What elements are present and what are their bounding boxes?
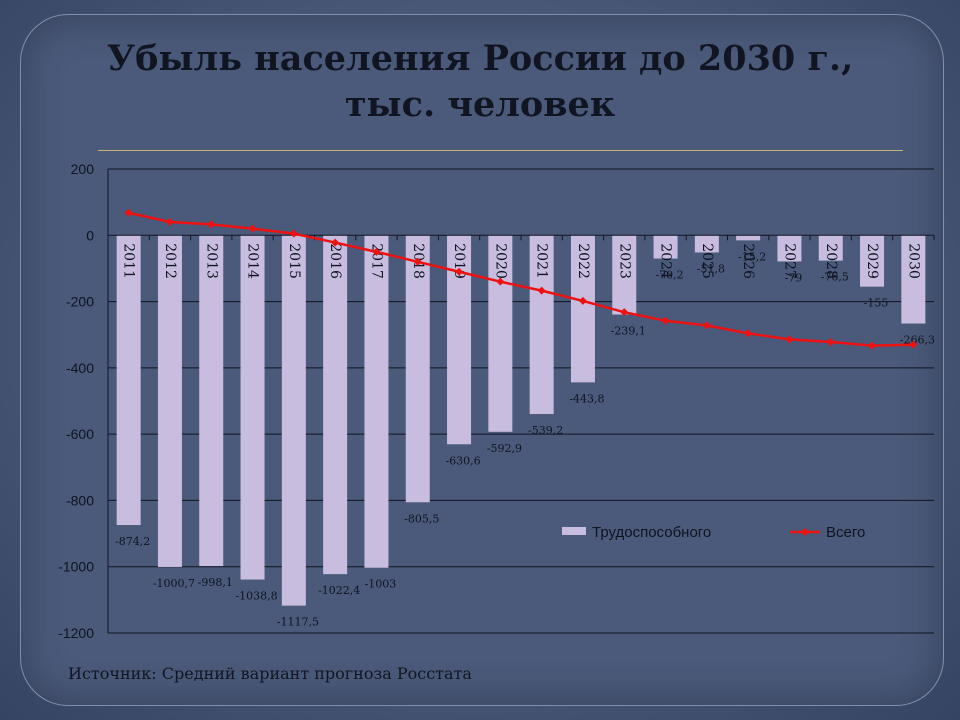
bar: [653, 235, 678, 259]
y-tick-label: -200: [66, 294, 94, 310]
line-point: [455, 267, 464, 276]
y-tick-label: -400: [66, 360, 94, 376]
bar: [612, 235, 637, 315]
bar: [364, 235, 389, 568]
bar: [860, 235, 885, 287]
bar: [281, 235, 306, 606]
data-label: -630,6: [445, 454, 480, 467]
x-tick-label: 2015: [286, 243, 302, 279]
data-label: -1022,4: [318, 584, 360, 597]
line-series-total: [128, 211, 914, 347]
line-point: [289, 229, 298, 238]
line-point: [496, 277, 505, 286]
line-point: [165, 218, 174, 227]
x-tick-label: 2024: [658, 243, 674, 279]
x-tick-label: 2013: [203, 243, 219, 279]
data-label: -266,3: [900, 334, 935, 347]
y-tick-label: -1000: [58, 559, 94, 575]
bar: [199, 235, 224, 567]
legend-marker-line: [801, 528, 809, 536]
line-point: [702, 321, 711, 330]
bar: [529, 235, 554, 414]
title-line-1: Убыль населения России до 2030 г.,: [106, 38, 854, 79]
bar: [116, 235, 141, 526]
line-point: [372, 247, 381, 256]
legend-label-bar: Трудоспособного: [592, 524, 711, 541]
x-tick-label: 2014: [245, 243, 261, 279]
y-tick-label: 0: [86, 227, 94, 243]
data-label: -443,8: [569, 392, 604, 405]
line-point: [248, 224, 257, 233]
line-point: [785, 335, 794, 344]
chart-title: Убыль населения России до 2030 г., тыс. …: [0, 36, 960, 128]
data-label: -998,1: [198, 576, 233, 589]
x-tick-label: 2022: [575, 243, 591, 279]
line-point: [413, 257, 422, 266]
line-point: [620, 308, 629, 317]
bar: [323, 235, 348, 575]
data-label: -155: [864, 297, 889, 310]
x-tick-label: 2028: [823, 243, 839, 279]
x-tick-label: 2012: [162, 243, 178, 279]
line-point: [207, 220, 216, 229]
title-divider: [98, 150, 903, 151]
title-line-2: тыс. человек: [344, 84, 616, 125]
legend-swatch-bar: [562, 527, 586, 535]
bar: [777, 235, 802, 262]
data-label: -539,2: [528, 424, 563, 437]
data-label: -51,8: [697, 262, 725, 275]
x-tick-label: 2016: [327, 243, 343, 279]
x-tick-label: 2027: [781, 243, 797, 279]
line-point: [124, 208, 133, 217]
bar: [736, 235, 761, 241]
data-label: -79: [785, 271, 803, 284]
line-point: [661, 316, 670, 325]
data-label: -874,2: [115, 535, 150, 548]
data-label: -592,9: [487, 442, 522, 455]
data-label: -1038,8: [235, 590, 277, 603]
line-point: [826, 338, 835, 347]
bar: [694, 235, 719, 253]
x-tick-label: 2025: [699, 243, 715, 279]
line-point: [331, 238, 340, 247]
bar: [818, 235, 843, 261]
x-tick-label: 2020: [492, 243, 508, 279]
line-point: [868, 341, 877, 350]
x-tick-label: 2026: [740, 243, 756, 279]
data-label: -1000,7: [153, 577, 195, 590]
bar: [488, 235, 513, 432]
line-point: [744, 329, 753, 338]
data-label: -70,2: [655, 269, 683, 282]
x-tick-label: 2021: [534, 243, 550, 279]
y-tick-label: 200: [71, 161, 95, 177]
bar: [405, 235, 430, 503]
y-tick-label: -600: [66, 426, 94, 442]
x-tick-label: 2029: [864, 243, 880, 279]
bar: [157, 235, 182, 567]
data-label: -239,1: [611, 325, 646, 338]
data-label: -805,5: [404, 512, 439, 525]
y-tick-label: -800: [66, 492, 94, 508]
data-label: -1003: [365, 578, 397, 591]
bar: [901, 235, 926, 324]
x-tick-label: 2011: [121, 243, 137, 279]
data-label: -76,5: [821, 271, 849, 284]
bar: [240, 235, 265, 580]
x-tick-label: 2030: [905, 243, 921, 279]
line-point: [537, 286, 546, 295]
bar: [570, 235, 595, 383]
data-label: -15,2: [738, 250, 766, 263]
source-note: Источник: Средний вариант прогноза Росст…: [68, 664, 472, 683]
line-point: [909, 340, 918, 349]
legend-label-line: Всего: [826, 524, 865, 541]
y-tick-label: -1200: [58, 625, 94, 641]
x-tick-label: 2023: [616, 243, 632, 279]
line-point: [578, 296, 587, 305]
data-label: -1117,5: [277, 616, 319, 629]
